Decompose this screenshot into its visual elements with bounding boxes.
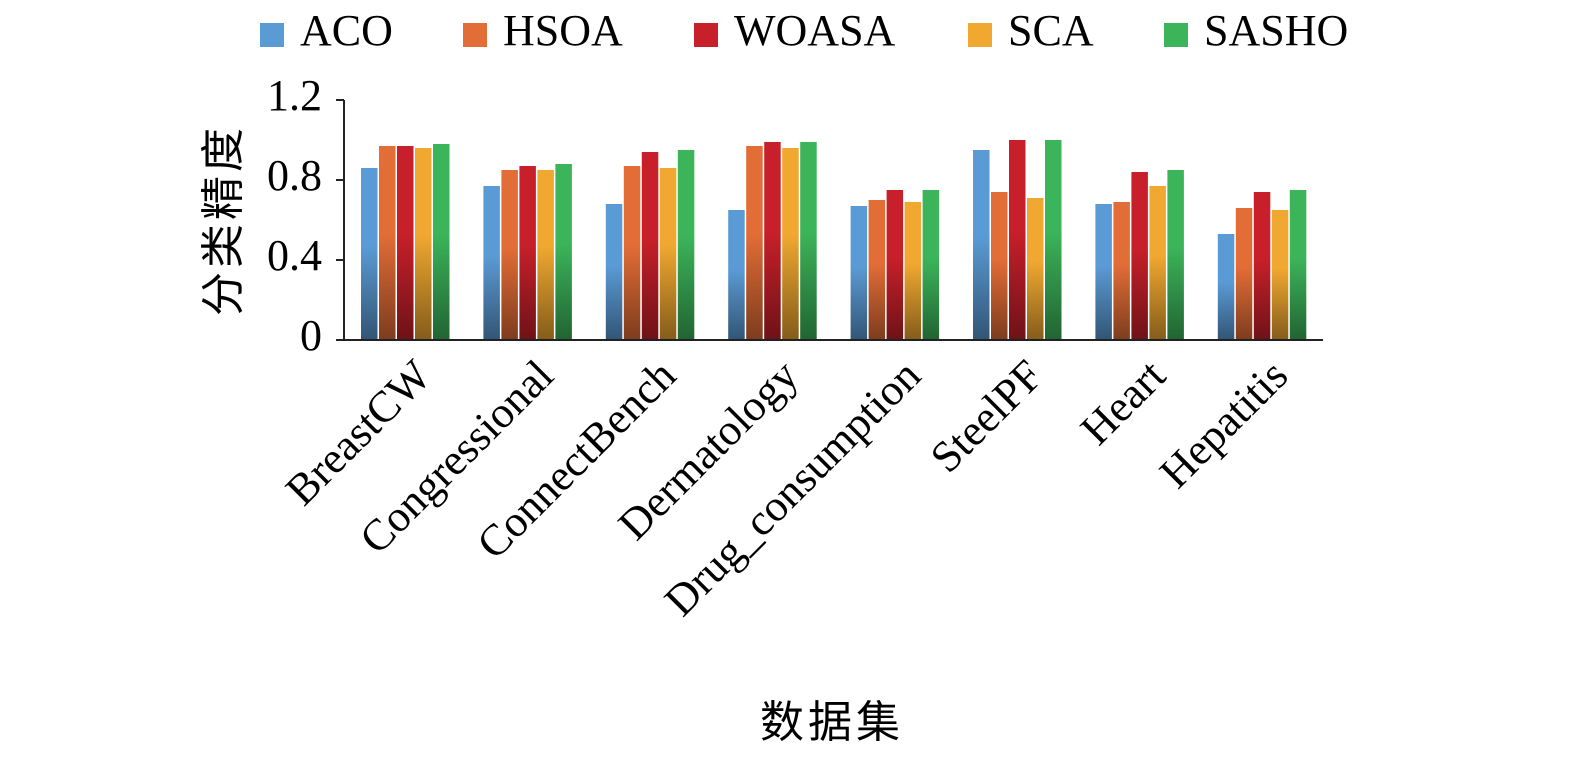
bars <box>361 140 1307 340</box>
bar-group-dermatology <box>728 142 817 340</box>
bar-woasa-hepatitis <box>1253 192 1271 340</box>
legend-item-woasa: WOASA <box>694 6 896 55</box>
bar-sca-congressional <box>537 170 554 340</box>
legend-item-aco: ACO <box>260 6 393 55</box>
legend-swatch <box>694 23 718 47</box>
y-tick-label: 1.2 <box>267 71 322 120</box>
bar-group-drug-consumption <box>850 190 940 340</box>
y-tick-label: 0.4 <box>267 231 322 280</box>
bar-sasho-breastcw <box>433 144 450 340</box>
bar-woasa-breastcw <box>397 146 414 340</box>
bar-woasa-congressional <box>519 166 536 340</box>
x-tick-label-heart: Heart <box>1071 350 1175 454</box>
legend-swatch <box>968 23 992 47</box>
bar-sca-heart <box>1149 186 1166 340</box>
bar-sasho-steelpf <box>1045 140 1062 340</box>
bar-hsoa-congressional <box>501 170 518 340</box>
bar-woasa-dermatology <box>764 142 781 340</box>
legend: ACO HSOA WOASA SCA SASHO <box>260 6 1348 55</box>
bar-group-steelpf <box>973 140 1062 340</box>
bar-group-connectbench <box>605 150 695 340</box>
x-axis-title: 数据集 <box>760 698 904 747</box>
bar-sca-drug-consumption <box>904 202 922 340</box>
bar-sasho-drug-consumption <box>922 190 940 340</box>
bar-sasho-heart <box>1167 170 1184 340</box>
bar-woasa-connectbench <box>641 152 659 340</box>
legend-label: SASHO <box>1204 6 1348 55</box>
bar-sasho-connectbench <box>677 150 695 340</box>
bar-sasho-dermatology <box>800 142 817 340</box>
legend-item-sasho: SASHO <box>1164 6 1348 55</box>
y-axis-title: 分类精度 <box>199 124 248 316</box>
legend-label: WOASA <box>734 6 896 55</box>
bar-aco-drug-consumption <box>850 206 868 340</box>
bar-woasa-steelpf <box>1009 140 1026 340</box>
bar-hsoa-drug-consumption <box>868 200 886 340</box>
bar-aco-dermatology <box>728 210 745 340</box>
x-tick-label-steelpf: SteelPF <box>921 350 1052 481</box>
legend-swatch <box>1164 23 1188 47</box>
bar-group-hepatitis <box>1217 190 1307 340</box>
bar-sasho-hepatitis <box>1289 190 1307 340</box>
legend-swatch <box>260 23 284 47</box>
bar-aco-breastcw <box>361 168 378 340</box>
axes <box>343 100 1323 341</box>
legend-label: HSOA <box>503 6 623 55</box>
bar-group-congressional <box>483 164 572 340</box>
bar-hsoa-heart <box>1113 202 1130 340</box>
bar-woasa-heart <box>1131 172 1148 340</box>
bar-hsoa-breastcw <box>379 146 396 340</box>
bar-group-breastcw <box>361 144 450 340</box>
legend-item-sca: SCA <box>968 6 1094 55</box>
legend-label: SCA <box>1008 6 1094 55</box>
bar-aco-connectbench <box>605 204 623 340</box>
bar-sasho-congressional <box>555 164 572 340</box>
bar-aco-hepatitis <box>1217 234 1235 340</box>
bar-hsoa-hepatitis <box>1235 208 1253 340</box>
bar-hsoa-steelpf <box>991 192 1008 340</box>
bar-group-heart <box>1095 170 1184 340</box>
x-categories: BreastCWCongressionalConnectBenchDermato… <box>276 350 1297 625</box>
x-tick-label-hepatitis: Hepatitis <box>1150 350 1297 497</box>
y-tick-label: 0 <box>300 311 322 360</box>
y-ticks: 0 0.4 0.8 1.2 <box>267 71 344 360</box>
bar-sca-hepatitis <box>1271 210 1289 340</box>
bar-aco-heart <box>1095 204 1112 340</box>
bar-sca-dermatology <box>782 148 799 340</box>
bar-aco-congressional <box>483 186 500 340</box>
bar-sca-steelpf <box>1027 198 1044 340</box>
legend-label: ACO <box>300 6 393 55</box>
bar-woasa-drug-consumption <box>886 190 904 340</box>
bar-sca-connectbench <box>659 168 677 340</box>
bar-aco-steelpf <box>973 150 990 340</box>
bar-hsoa-dermatology <box>746 146 763 340</box>
legend-swatch <box>463 23 487 47</box>
legend-item-hsoa: HSOA <box>463 6 623 55</box>
bar-hsoa-connectbench <box>623 166 641 340</box>
bar-sca-breastcw <box>415 148 432 340</box>
y-tick-label: 0.8 <box>267 151 322 200</box>
